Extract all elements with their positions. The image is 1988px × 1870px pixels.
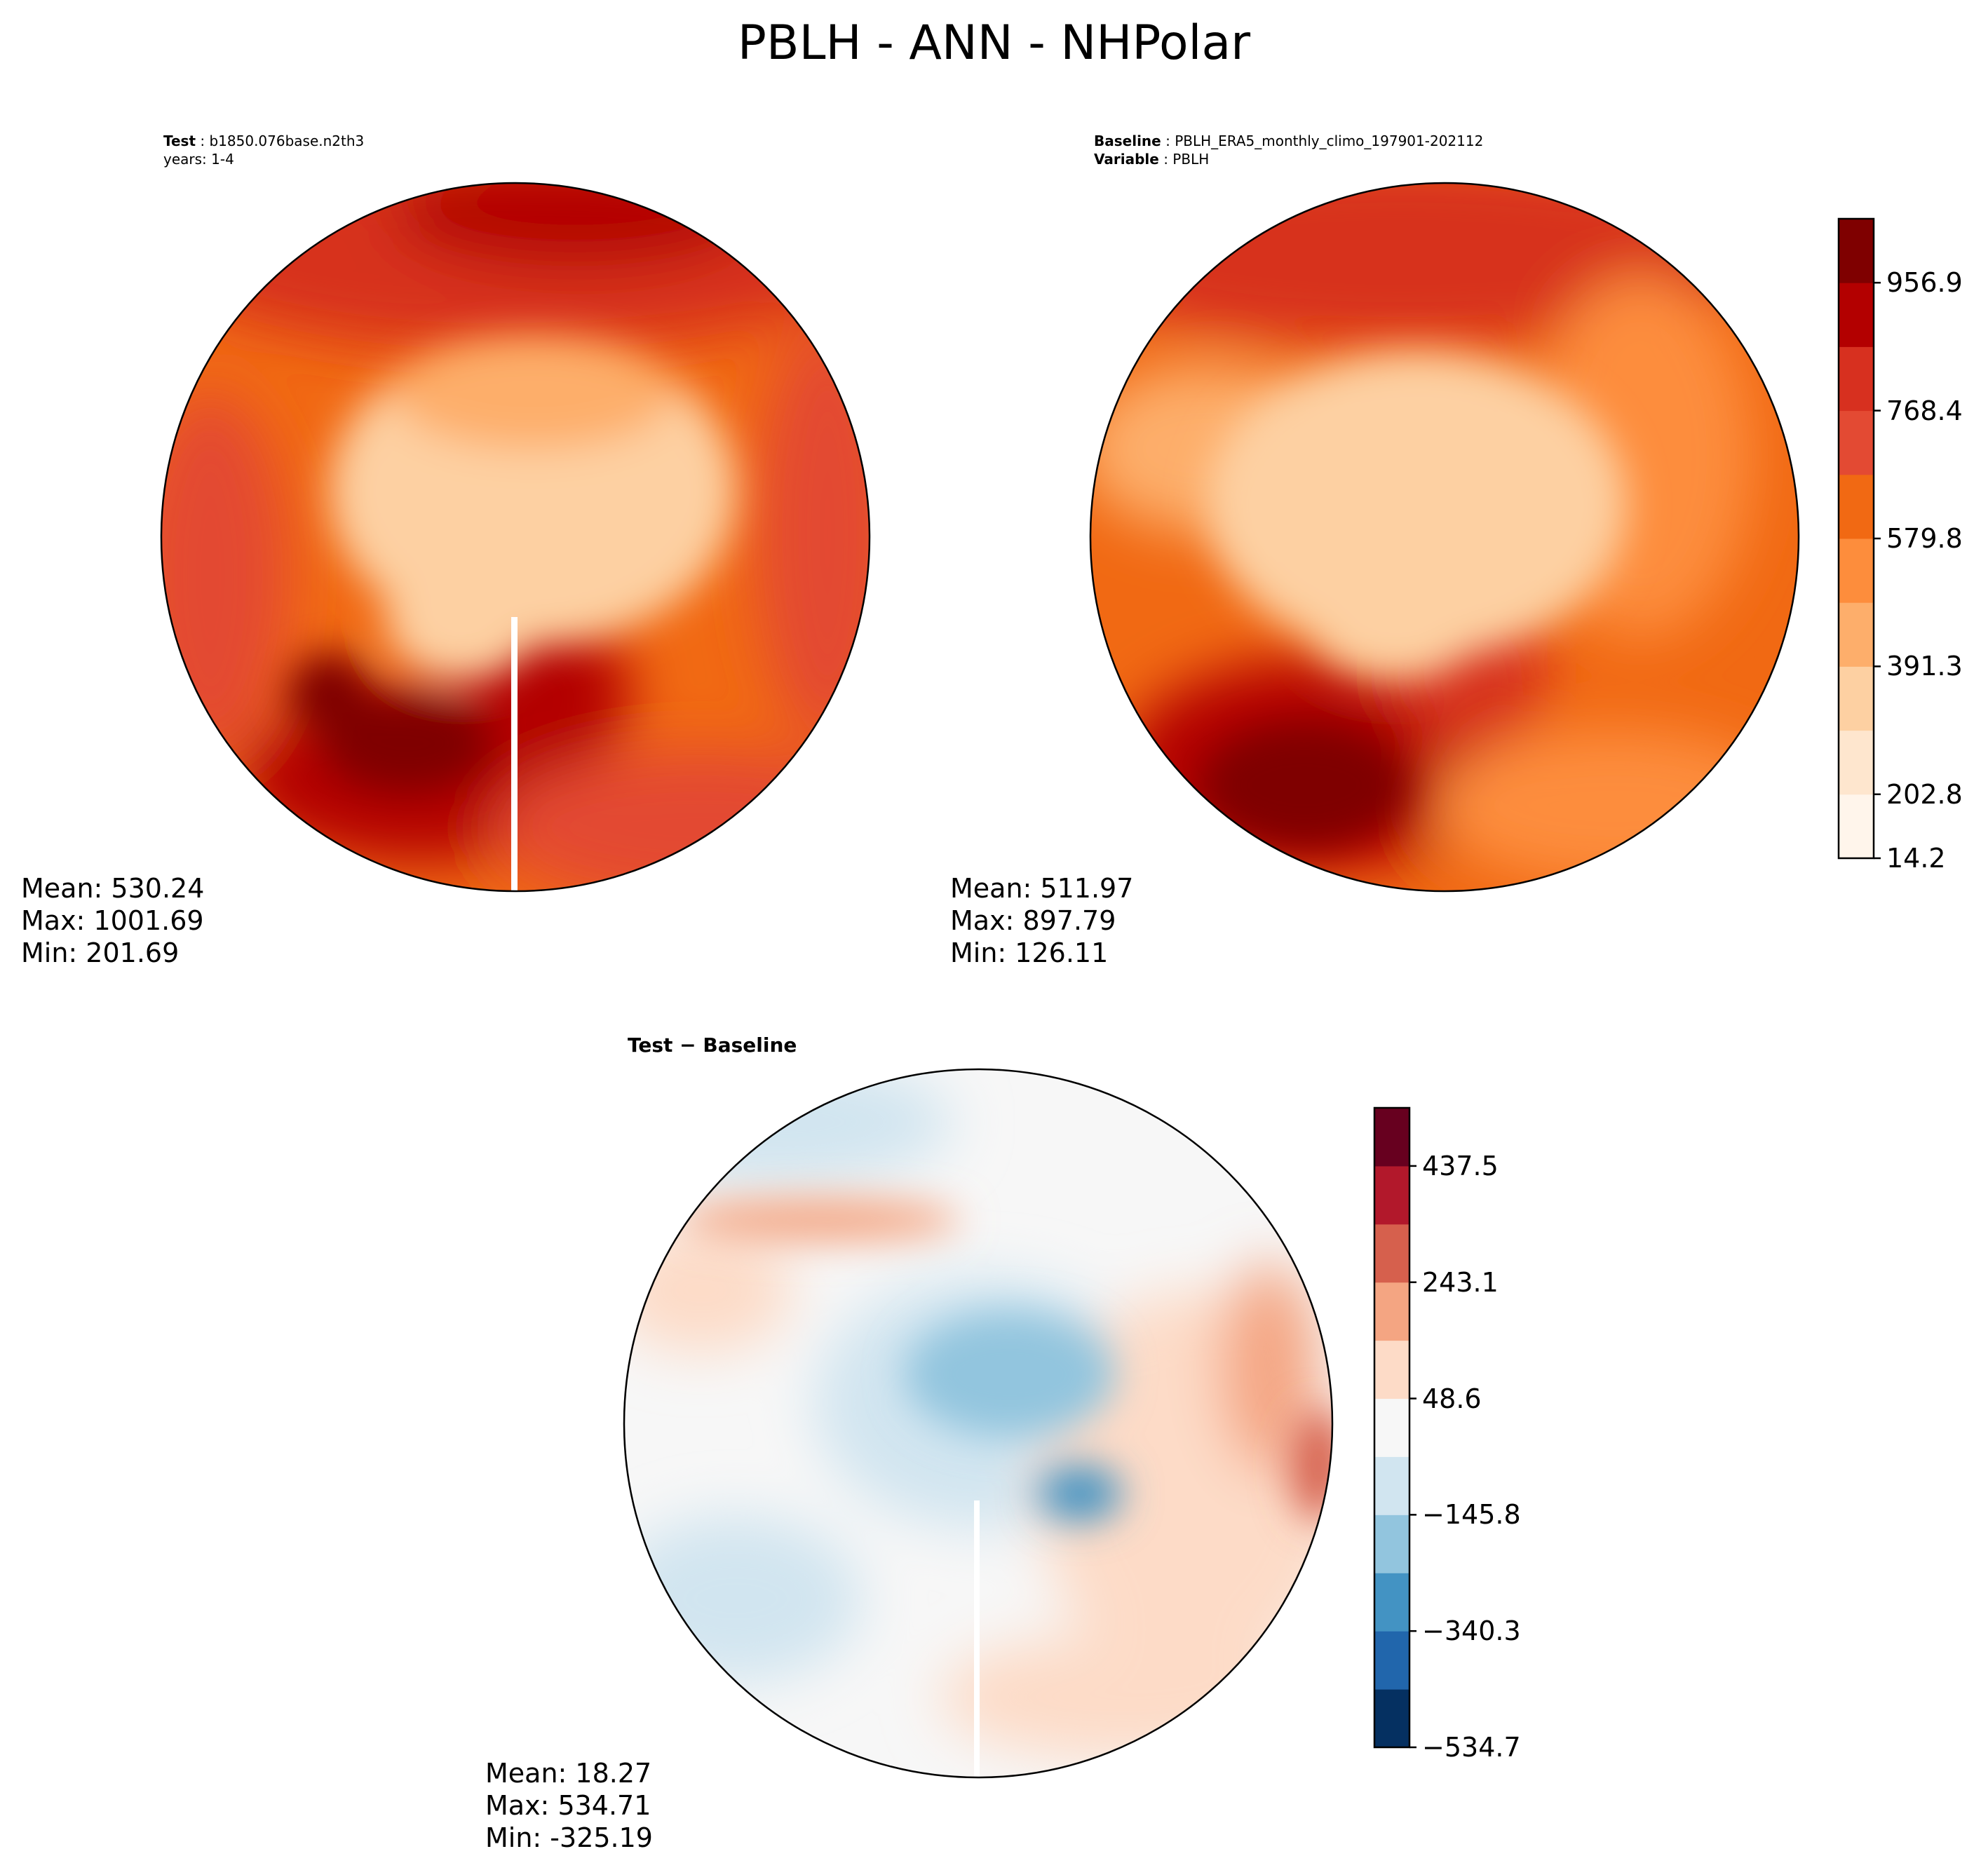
diff-tick-label: −340.3	[1422, 1615, 1521, 1647]
colorbar-swatch	[1839, 730, 1874, 795]
baseline-map	[1089, 182, 1800, 893]
figure-title: PBLH - ANN - NHPolar	[737, 15, 1251, 71]
colorbar-swatch	[1374, 1515, 1409, 1573]
colorbar-swatch	[1839, 346, 1874, 412]
baseline-label: Baseline	[1094, 133, 1161, 149]
main-tick-label: 768.4	[1886, 395, 1963, 426]
colorbar-swatch	[1374, 1631, 1409, 1690]
diff-max: Max: 534.71	[485, 1790, 651, 1821]
diff-tick-label: 243.1	[1422, 1266, 1499, 1298]
baseline-max: Max: 897.79	[950, 905, 1116, 936]
variable-name: PBLH	[1172, 151, 1210, 168]
baseline-mean: Mean: 511.97	[950, 873, 1134, 904]
baseline-stats: Mean: 511.97 Max: 897.79 Min: 126.11	[950, 872, 1133, 969]
baseline-case-name: PBLH_ERA5_monthly_climo_197901-202112	[1175, 133, 1484, 149]
main-tick-label: 579.8	[1886, 523, 1963, 554]
diff-missing-data-strip	[974, 1500, 980, 1777]
test-mean: Mean: 530.24	[21, 873, 205, 904]
test-caption: Test : b1850.076base.n2th3	[163, 133, 365, 149]
colorbar-swatch	[1374, 1573, 1409, 1632]
diff-stats: Mean: 18.27 Max: 534.71 Min: -325.19	[485, 1757, 653, 1854]
test-map	[160, 182, 871, 893]
baseline-caption: Baseline : PBLH_ERA5_monthly_climo_19790…	[1094, 133, 1484, 149]
main-tick-label: 391.3	[1886, 651, 1963, 682]
baseline-min: Min: 126.11	[950, 937, 1109, 968]
diff-title: Test − Baseline	[628, 1034, 797, 1057]
diff-tick-label: 48.6	[1422, 1383, 1482, 1414]
colorbar-swatch	[1374, 1398, 1409, 1457]
colorbar-swatch	[1839, 474, 1874, 539]
colorbar-swatch	[1374, 1340, 1409, 1400]
colorbar-border	[1373, 1106, 1411, 1749]
baseline-map-border	[1089, 182, 1800, 893]
test-years: years: 1-4	[163, 151, 234, 168]
diff-mean: Mean: 18.27	[485, 1758, 652, 1789]
colorbar-swatch	[1839, 219, 1874, 283]
colorbar-swatch	[1839, 666, 1874, 731]
diff-colorbar	[1373, 1106, 1416, 1749]
colorbar-swatch	[1374, 1456, 1409, 1515]
colorbar-swatch	[1839, 283, 1874, 347]
test-min: Min: 201.69	[21, 937, 180, 968]
colorbar-swatch	[1374, 1165, 1409, 1225]
colorbar-swatch	[1374, 1108, 1409, 1167]
diff-map	[623, 1068, 1334, 1779]
diff-tick-label: −534.7	[1422, 1732, 1521, 1763]
colorbar-swatch	[1839, 602, 1874, 667]
colorbar-swatch	[1374, 1689, 1409, 1748]
colorbar-swatch	[1374, 1282, 1409, 1341]
diff-min: Min: -325.19	[485, 1822, 653, 1853]
variable-caption: Variable : PBLH	[1094, 151, 1210, 168]
test-missing-data-strip	[511, 617, 518, 891]
test-label: Test	[163, 133, 196, 149]
test-max: Max: 1001.69	[21, 905, 204, 936]
test-map-border	[160, 182, 871, 893]
test-stats: Mean: 530.24 Max: 1001.69 Min: 201.69	[21, 872, 204, 969]
diff-map-border	[623, 1068, 1334, 1779]
main-tick-label: 956.9	[1886, 267, 1963, 299]
colorbar-swatch	[1839, 410, 1874, 475]
test-case-name: b1850.076base.n2th3	[209, 133, 365, 149]
variable-label: Variable	[1094, 151, 1159, 168]
diff-tick-label: 437.5	[1422, 1150, 1499, 1181]
main-tick-label: 14.2	[1886, 843, 1946, 874]
colorbar-swatch	[1839, 538, 1874, 603]
diff-tick-label: −145.8	[1422, 1499, 1521, 1531]
colorbar-swatch	[1839, 794, 1874, 859]
main-colorbar	[1837, 217, 1881, 860]
colorbar-swatch	[1374, 1224, 1409, 1283]
main-tick-label: 202.8	[1886, 778, 1963, 810]
